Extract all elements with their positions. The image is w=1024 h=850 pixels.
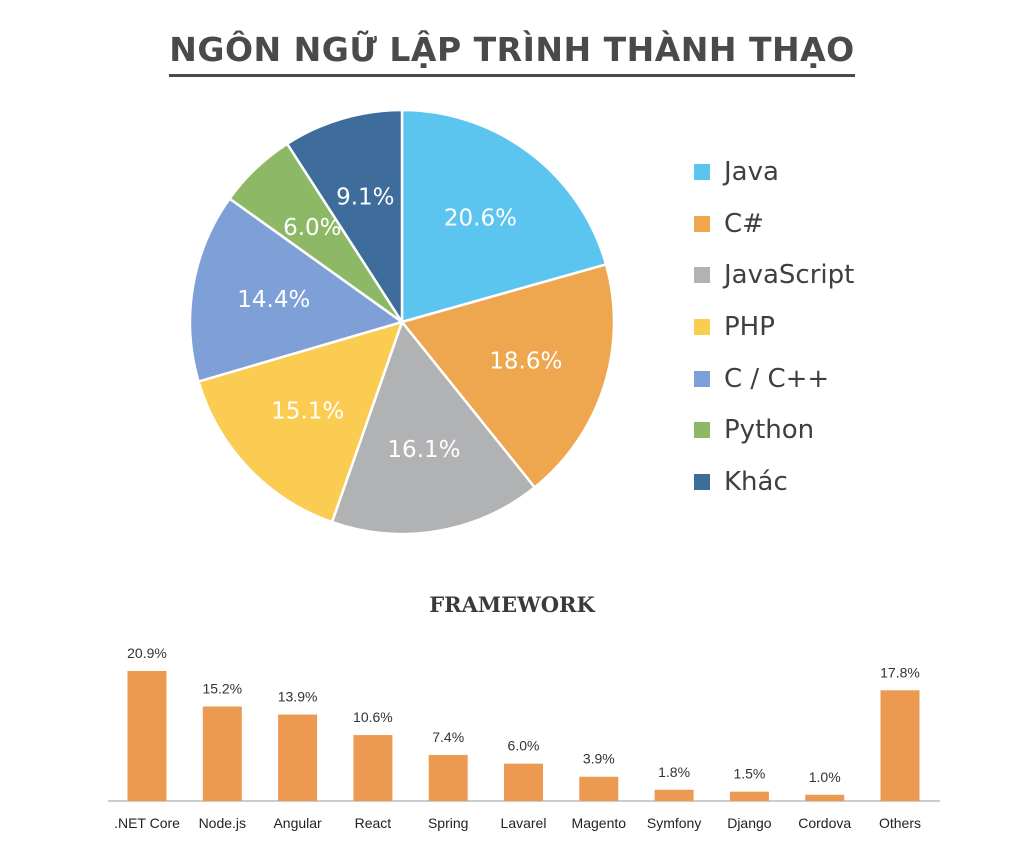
bar-value-label-9: 1.0%	[809, 769, 841, 785]
pie-slice-label-6: 9.1%	[336, 184, 394, 210]
legend-label-0: Java	[724, 156, 779, 187]
bar-category-label-10: Others	[879, 815, 921, 831]
bar-5	[504, 763, 543, 801]
bar-category-label-0: .NET Core	[114, 815, 180, 831]
bar-value-label-0: 20.9%	[127, 645, 167, 661]
legend-label-2: JavaScript	[724, 260, 855, 291]
pie-slice-label-4: 14.4%	[237, 287, 310, 313]
legend-item-3: PHP	[694, 301, 854, 353]
legend-label-6: Khác	[724, 466, 788, 497]
bar-1	[202, 706, 242, 801]
bar-9	[805, 794, 845, 801]
bar-value-label-2: 13.9%	[278, 689, 318, 705]
pie-slice-label-5: 6.0%	[283, 215, 341, 241]
bar-value-label-3: 10.6%	[353, 709, 393, 725]
pie-slice-label-3: 15.1%	[271, 399, 344, 425]
bar-10	[880, 690, 920, 801]
bar-category-label-7: Symfony	[647, 815, 701, 831]
pie-slice-4	[188, 196, 405, 384]
legend-label-4: C / C++	[724, 363, 830, 394]
pie-chart: 20.6% 18.6% 16.1% 15.1% 14.4% 6.0% 9.1%	[188, 108, 616, 536]
bar-value-label-10: 17.8%	[880, 664, 920, 680]
legend-swatch-1	[694, 215, 710, 232]
legend-label-1: C#	[724, 208, 764, 239]
legend-label-5: Python	[724, 415, 815, 446]
pie-slice-label-1: 18.6%	[489, 349, 562, 375]
pie-slice-3	[196, 320, 404, 524]
legend-label-3: PHP	[724, 311, 775, 342]
bar-value-label-4: 7.4%	[432, 729, 464, 745]
legend-item-0: Java	[694, 146, 854, 198]
pie-slice-0	[400, 108, 608, 324]
bar-3	[353, 735, 393, 801]
pie-slice-6	[285, 108, 404, 327]
pie-slice-label-2: 16.1%	[387, 437, 460, 463]
bar-category-label-6: Magento	[572, 815, 627, 831]
bar-category-label-3: React	[355, 815, 392, 831]
bar-7	[654, 789, 694, 801]
legend-swatch-0	[694, 163, 710, 180]
bar-category-label-1: Node.js	[199, 815, 246, 831]
bar-value-label-5: 6.0%	[508, 738, 540, 754]
bar-8	[729, 791, 769, 801]
legend-swatch-4	[694, 370, 710, 387]
legend-swatch-3	[694, 318, 710, 335]
bar-6	[579, 776, 619, 801]
bar-2	[278, 714, 318, 801]
bar-category-label-2: Angular	[273, 815, 322, 831]
legend-swatch-5	[694, 422, 710, 439]
bar-category-label-8: Django	[727, 815, 772, 831]
pie-slice-label-0: 20.6%	[444, 205, 517, 231]
bar-value-label-7: 1.8%	[658, 764, 690, 780]
legend-item-6: Khác	[694, 456, 854, 508]
legend-item-1: C#	[694, 198, 854, 250]
chart-title-text: NGÔN NGỮ LẬP TRÌNH THÀNH THẠO	[169, 30, 855, 77]
bar-value-label-1: 15.2%	[202, 680, 242, 696]
bar-category-label-9: Cordova	[798, 815, 851, 831]
pie-slice-2	[330, 319, 537, 536]
pie-slice-1	[399, 262, 616, 490]
bar-0	[127, 671, 167, 801]
bar-category-label-4: Spring	[428, 815, 468, 831]
bar-value-label-6: 3.9%	[583, 751, 615, 767]
legend-item-5: Python	[694, 404, 854, 456]
bar-category-label-5: Lavarel	[501, 815, 547, 831]
framework-title: FRAMEWORK	[429, 592, 595, 617]
pie-legend: Java C# JavaScript PHP C / C++ Python Khác	[694, 146, 854, 508]
bar-value-label-8: 1.5%	[733, 766, 765, 782]
legend-item-4: C / C++	[694, 353, 854, 405]
legend-swatch-6	[694, 473, 710, 490]
bar-4	[428, 754, 468, 801]
chart-title: NGÔN NGỮ LẬP TRÌNH THÀNH THẠO	[0, 30, 1024, 77]
legend-item-2: JavaScript	[694, 249, 854, 301]
legend-swatch-2	[694, 267, 710, 284]
